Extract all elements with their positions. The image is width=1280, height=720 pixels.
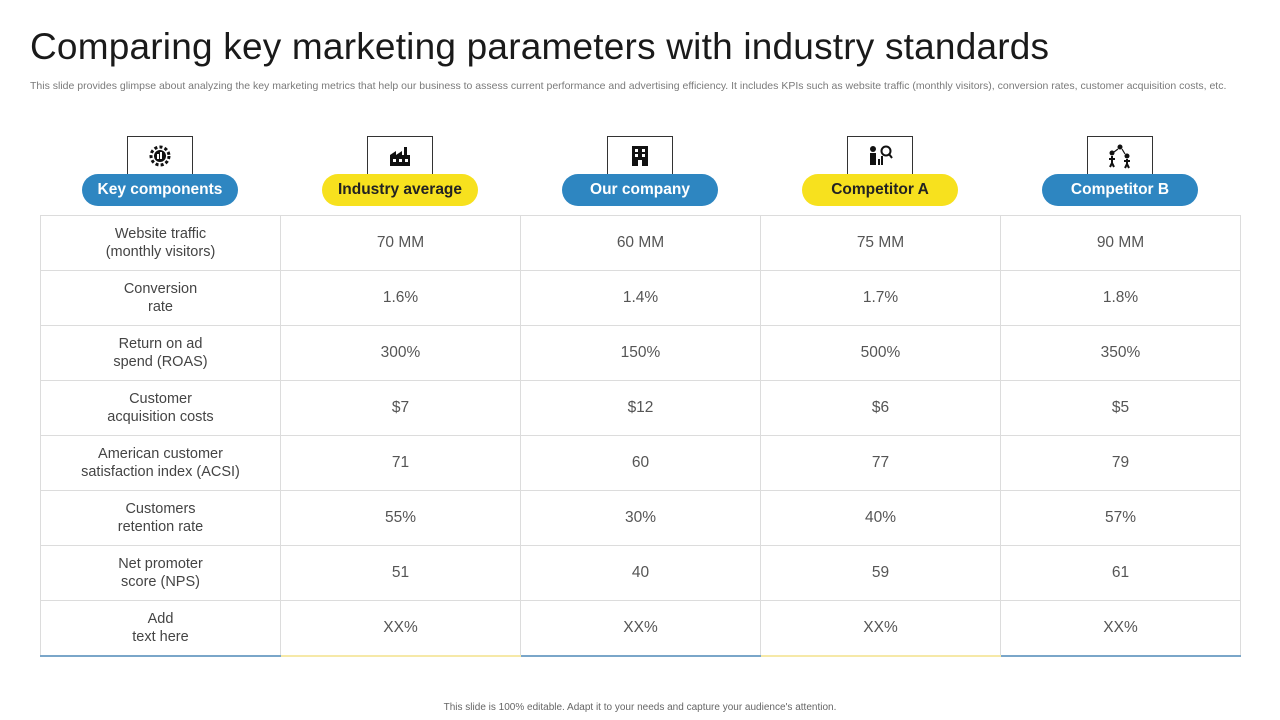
table-row: American customer satisfaction index (AC… — [40, 435, 1241, 491]
table-cell: XX% — [1000, 600, 1241, 657]
table-cell: 90 MM — [1000, 215, 1241, 271]
column-header-our-company: Our company — [520, 136, 760, 208]
pill-competitor-a: Competitor A — [802, 174, 958, 206]
table-row: Return on ad spend (ROAS) 300% 150% 500%… — [40, 325, 1241, 381]
table-cell: 1.6% — [280, 270, 521, 326]
table-row: Conversion rate 1.6% 1.4% 1.7% 1.8% — [40, 270, 1241, 326]
table-cell: $6 — [760, 380, 1001, 436]
table-cell: 70 MM — [280, 215, 521, 271]
table-cell: 40 — [520, 545, 761, 601]
table-cell: 77 — [760, 435, 1001, 491]
table-cell: 1.7% — [760, 270, 1001, 326]
table-cell: 40% — [760, 490, 1001, 546]
column-header-competitor-b: Competitor B — [1000, 136, 1240, 208]
table-cell: 300% — [280, 325, 521, 381]
factory-icon — [367, 136, 433, 175]
footer-note: This slide is 100% editable. Adapt it to… — [443, 702, 837, 713]
table-cell: 51 — [280, 545, 521, 601]
row-label: Return on ad spend (ROAS) — [40, 325, 281, 381]
table-row: Customer acquisition costs $7 $12 $6 $5 — [40, 380, 1241, 436]
table-row: Website traffic (monthly visitors) 70 MM… — [40, 215, 1241, 271]
row-label: Conversion rate — [40, 270, 281, 326]
table-cell: 350% — [1000, 325, 1241, 381]
table-row: Customers retention rate 55% 30% 40% 57% — [40, 490, 1241, 546]
people-network-icon — [1087, 136, 1153, 175]
table-cell: 60 MM — [520, 215, 761, 271]
table-cell: 71 — [280, 435, 521, 491]
column-header-key-components: Key components — [40, 136, 280, 208]
page-subtitle: This slide provides glimpse about analyz… — [30, 80, 1227, 92]
row-label: Customers retention rate — [40, 490, 281, 546]
table-cell: 79 — [1000, 435, 1241, 491]
column-headers: Key components Industry average Our comp… — [40, 136, 1240, 208]
row-label: American customer satisfaction index (AC… — [40, 435, 281, 491]
table-cell: 57% — [1000, 490, 1241, 546]
office-building-icon — [607, 136, 673, 175]
row-label: Customer acquisition costs — [40, 380, 281, 436]
pill-our-company: Our company — [562, 174, 718, 206]
table-cell: XX% — [520, 600, 761, 657]
table-cell: 59 — [760, 545, 1001, 601]
row-label: Website traffic (monthly visitors) — [40, 215, 281, 271]
table-cell: $5 — [1000, 380, 1241, 436]
table-row: Net promoter score (NPS) 51 40 59 61 — [40, 545, 1241, 601]
table-cell: XX% — [280, 600, 521, 657]
row-label: Net promoter score (NPS) — [40, 545, 281, 601]
analyst-chart-icon — [847, 136, 913, 175]
page-title: Comparing key marketing parameters with … — [30, 26, 1050, 67]
table-cell: 1.8% — [1000, 270, 1241, 326]
gear-chart-icon — [127, 136, 193, 175]
table-cell: 60 — [520, 435, 761, 491]
table-cell: $7 — [280, 380, 521, 436]
table-cell: XX% — [760, 600, 1001, 657]
column-header-competitor-a: Competitor A — [760, 136, 1000, 208]
column-header-industry-average: Industry average — [280, 136, 520, 208]
table-cell: 61 — [1000, 545, 1241, 601]
table-cell: 150% — [520, 325, 761, 381]
table-cell: 1.4% — [520, 270, 761, 326]
table-row: Add text here XX% XX% XX% XX% — [40, 600, 1241, 657]
table-cell: $12 — [520, 380, 761, 436]
table-cell: 500% — [760, 325, 1001, 381]
comparison-table: Website traffic (monthly visitors) 70 MM… — [40, 215, 1241, 657]
table-cell: 75 MM — [760, 215, 1001, 271]
table-cell: 55% — [280, 490, 521, 546]
pill-key-components: Key components — [82, 174, 238, 206]
table-cell: 30% — [520, 490, 761, 546]
row-label: Add text here — [40, 600, 281, 657]
pill-industry-average: Industry average — [322, 174, 478, 206]
pill-competitor-b: Competitor B — [1042, 174, 1198, 206]
